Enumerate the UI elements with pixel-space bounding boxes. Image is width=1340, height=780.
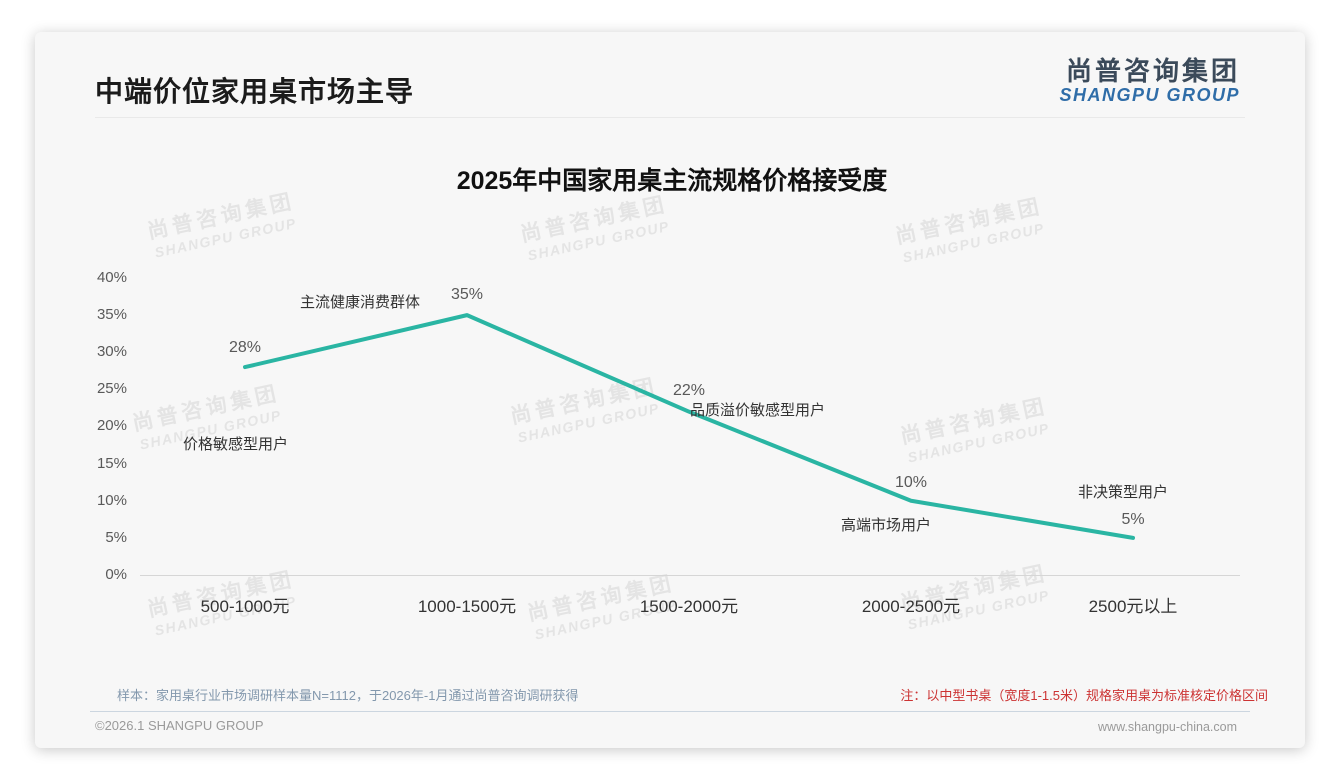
page-title: 中端价位家用桌市场主导	[95, 76, 415, 107]
copyright-text: ©2026.1 SHANGPU GROUP	[95, 718, 264, 733]
annotation-price-sensitive: 价格敏感型用户	[183, 436, 289, 453]
x-label: 1000-1500元	[417, 597, 517, 616]
acceptance-line-series	[243, 313, 1135, 540]
x-label: 1500-2000元	[639, 597, 739, 616]
annotation-highend: 高端市场用户	[840, 517, 931, 534]
y-tick: 10%	[96, 492, 127, 509]
y-tick: 0%	[105, 566, 127, 583]
value-label: 10%	[894, 474, 928, 491]
annotation-quality-premium: 品质溢价敏感型用户	[690, 402, 826, 419]
y-tick: 40%	[96, 269, 127, 286]
website-url: www.shangpu-china.com	[1098, 720, 1237, 734]
x-label: 2500元以上	[1088, 597, 1178, 616]
value-label: 35%	[450, 286, 484, 303]
y-tick: 30%	[96, 343, 127, 360]
sample-note: 样本：家用桌行业市场调研样本量N=1112，于2026年-1月通过尚普咨询调研获…	[117, 688, 579, 703]
y-tick: 35%	[96, 306, 127, 323]
x-axis-line	[140, 575, 1240, 576]
x-label: 500-1000元	[200, 597, 290, 616]
footer-divider	[90, 711, 1250, 712]
y-tick: 5%	[105, 529, 127, 546]
value-label: 5%	[1121, 511, 1145, 528]
x-label: 2000-2500元	[861, 597, 961, 616]
y-tick: 20%	[96, 417, 127, 434]
chart-title: 2025年中国家用桌主流规格价格接受度	[456, 167, 888, 195]
line-chart-plot	[243, 313, 1135, 540]
logo-cn-text: 尚普咨询集团	[1065, 56, 1240, 86]
annotation-nondecision: 非决策型用户	[1077, 484, 1168, 501]
red-note: 注：以中型书桌（宽度1-1.5米）规格家用桌为标准核定价格区间	[900, 688, 1268, 703]
logo-en-text: SHANGPU GROUP	[1059, 85, 1240, 106]
annotation-mainstream: 主流健康消费群体	[299, 294, 420, 311]
y-tick: 15%	[96, 455, 127, 472]
company-logo: 尚普咨询集团 SHANGPU GROUP	[1059, 56, 1240, 106]
value-label: 28%	[228, 339, 262, 356]
y-tick: 25%	[96, 380, 127, 397]
value-label: 22%	[672, 382, 706, 399]
slide-card	[35, 32, 1305, 748]
header-divider	[95, 117, 1245, 118]
